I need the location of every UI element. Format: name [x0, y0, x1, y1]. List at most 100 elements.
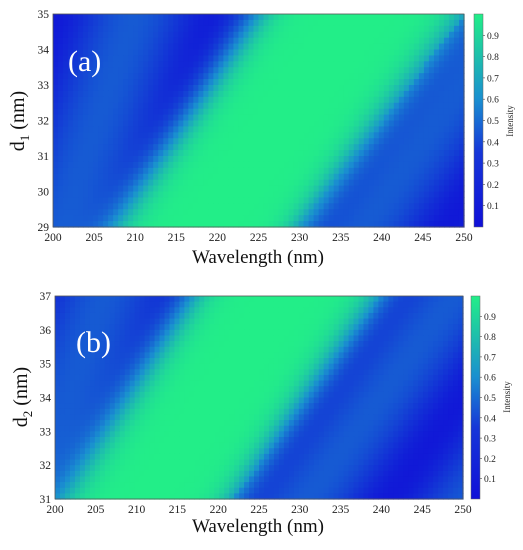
heatmap-cell-a: [108, 114, 114, 122]
heatmap-cell-a: [193, 144, 199, 151]
heatmap-cell-b: [458, 391, 464, 399]
heatmap-cell-a: [118, 138, 124, 145]
heatmap-cell-a: [453, 96, 460, 104]
heatmap-cell-a: [188, 150, 194, 157]
heatmap-cell-a: [288, 185, 295, 193]
heatmap-cell-b: [174, 386, 180, 393]
heatmap-cell-a: [308, 191, 315, 199]
heatmap-cell-b: [129, 420, 136, 427]
heatmap-cell-b: [179, 324, 185, 331]
heatmap-cell-b: [343, 363, 350, 370]
heatmap-cell-a: [248, 161, 255, 169]
heatmap-cell-a: [293, 167, 300, 175]
heatmap-cell-a: [368, 126, 375, 133]
heatmap-cell-b: [194, 341, 200, 348]
heatmap-cell-b: [69, 386, 76, 393]
heatmap-cell-a: [238, 209, 245, 216]
heatmap-cell-a: [303, 73, 310, 80]
heatmap-cell-b: [99, 397, 106, 404]
heatmap-cell-a: [433, 191, 440, 199]
heatmap-cell-a: [458, 61, 465, 68]
heatmap-cell-a: [298, 167, 305, 175]
heatmap-cell-b: [204, 397, 210, 404]
heatmap-cell-b: [288, 391, 295, 399]
heatmap-cell-a: [348, 31, 355, 39]
heatmap-cell-b: [249, 391, 255, 399]
heatmap-cell-a: [263, 126, 270, 133]
heatmap-cell-a: [108, 67, 114, 74]
heatmap-cell-b: [69, 307, 76, 314]
heatmap-cell-b: [139, 420, 146, 427]
heatmap-cell-a: [213, 73, 219, 80]
heatmap-cell-a: [278, 209, 285, 216]
heatmap-cell-a: [158, 167, 164, 175]
heatmap-cell-b: [453, 335, 459, 342]
heatmap-cell-b: [388, 358, 394, 365]
heatmap-cell-b: [338, 425, 345, 432]
heatmap-cell-a: [108, 14, 114, 21]
heatmap-cell-a: [128, 173, 134, 181]
heatmap-cell-b: [84, 312, 91, 320]
heatmap-cell-b: [169, 318, 176, 325]
heatmap-cell-b: [139, 408, 146, 416]
heatmap-cell-a: [403, 67, 410, 74]
heatmap-cell-a: [348, 37, 355, 45]
heatmap-cell-b: [353, 391, 360, 399]
heatmap-cell-b: [254, 352, 260, 359]
heatmap-cell-b: [259, 341, 265, 348]
heatmap-cell-a: [338, 191, 345, 199]
heatmap-cell-b: [234, 329, 240, 337]
heatmap-cell-b: [144, 329, 151, 337]
heatmap-cell-b: [194, 346, 200, 353]
heatmap-cell-b: [263, 324, 270, 331]
heatmap-cell-a: [333, 185, 340, 193]
heatmap-cell-a: [428, 79, 435, 86]
heatmap-cell-a: [98, 102, 104, 110]
heatmap-cell-b: [368, 420, 375, 427]
heatmap-cell-a: [68, 215, 74, 222]
heatmap-cell-b: [154, 346, 161, 353]
heatmap-cell-b: [159, 329, 166, 337]
heatmap-cell-b: [154, 420, 161, 427]
heatmap-cell-b: [204, 352, 210, 359]
heatmap-cell-a: [183, 96, 189, 104]
heatmap-cell-a: [443, 221, 450, 228]
heatmap-cell-a: [248, 73, 255, 80]
heatmap-cell-a: [283, 126, 290, 133]
heatmap-cell-a: [183, 37, 189, 45]
heatmap-cell-a: [193, 37, 199, 45]
heatmap-cell-b: [308, 301, 315, 308]
heatmap-cell-a: [373, 79, 380, 86]
heatmap-cell-b: [139, 312, 146, 320]
heatmap-cell-a: [68, 150, 74, 157]
heatmap-cell-a: [283, 120, 290, 128]
heatmap-cell-a: [368, 150, 375, 157]
heatmap-cell-a: [283, 25, 290, 33]
heatmap-cell-a: [188, 161, 194, 169]
heatmap-cell-b: [443, 296, 449, 303]
heatmap-cell-b: [393, 386, 399, 393]
heatmap-cell-a: [328, 156, 335, 163]
heatmap-cell-b: [84, 420, 91, 427]
heatmap-cell-a: [368, 120, 375, 128]
heatmap-cell-a: [258, 221, 265, 228]
heatmap-cell-b: [363, 307, 370, 314]
heatmap-cell-a: [53, 19, 59, 27]
heatmap-cell-a: [298, 79, 305, 86]
heatmap-cell-a: [93, 73, 99, 80]
heatmap-cell-a: [368, 108, 375, 116]
heatmap-cell-a: [398, 209, 405, 216]
heatmap-cell-a: [453, 102, 460, 110]
heatmap-cell-a: [178, 185, 184, 193]
heatmap-cell-a: [328, 14, 335, 21]
heatmap-cell-b: [229, 408, 235, 416]
heatmap-cell-a: [343, 85, 350, 92]
heatmap-cell-a: [458, 19, 465, 27]
heatmap-cell-b: [64, 397, 71, 404]
heatmap-cell-a: [128, 197, 134, 204]
heatmap-cell-a: [363, 215, 370, 222]
heatmap-cell-b: [423, 312, 429, 320]
heatmap-cell-a: [93, 25, 99, 33]
heatmap-cell-a: [393, 179, 400, 187]
heatmap-cell-a: [173, 150, 179, 157]
